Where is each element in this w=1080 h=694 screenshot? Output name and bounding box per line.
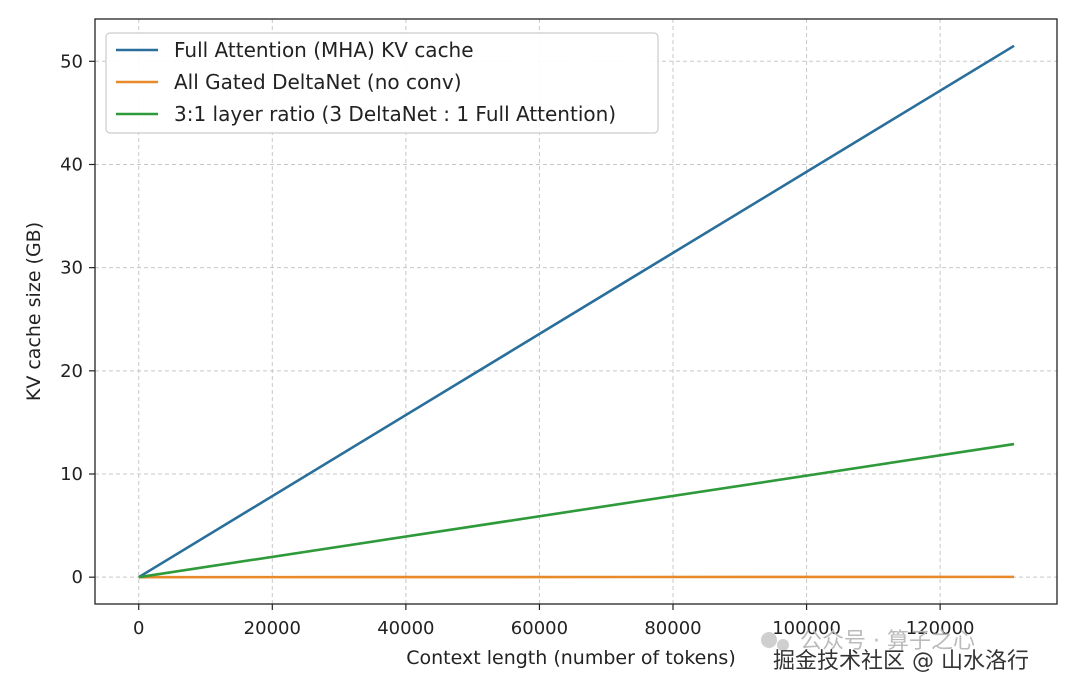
legend-entry-layer-ratio: 3:1 layer ratio (3 DeltaNet : 1 Full Att… (174, 102, 616, 126)
watermark-faint-text: 公众号 · 算子之心 (800, 629, 975, 654)
watermark: 公众号 · 算子之心 掘金技术社区 @ 山水洛行 (761, 629, 1029, 674)
x-tick-label: 20000 (244, 618, 301, 639)
x-tick-label: 100000 (772, 618, 841, 639)
legend-entry-gated-deltanet: All Gated DeltaNet (no conv) (174, 70, 462, 94)
series-line-2 (138, 442, 1015, 579)
y-tick-label: 20 (60, 361, 83, 382)
legend-entry-full-attention: Full Attention (MHA) KV cache (174, 38, 474, 62)
legend: Full Attention (MHA) KV cache All Gated … (105, 32, 659, 134)
watermark-text: 掘金技术社区 @ 山水洛行 (773, 649, 1029, 674)
y-tick-label: 10 (60, 464, 83, 485)
x-tick-label: 60000 (511, 618, 568, 639)
wechat-icon (761, 632, 777, 648)
legend-box (105, 32, 659, 134)
y-tick-label: 50 (60, 51, 83, 72)
series-line-0 (138, 44, 1015, 579)
x-tick-label: 0 (133, 618, 144, 639)
y-tick-label: 30 (60, 258, 83, 279)
x-tick-label: 80000 (644, 618, 701, 639)
y-tick-label: 40 (60, 154, 83, 175)
y-tick-label: 0 (72, 567, 83, 588)
axis-ticks: 0 20000 40000 60000 80000 100000 120000 0 10 20 30… (60, 51, 974, 639)
x-tick-label: 120000 (906, 618, 975, 639)
y-axis-label: KV cache size (GB) (23, 222, 45, 401)
x-tick-label: 40000 (377, 618, 434, 639)
plot-frame (94, 18, 1058, 605)
wechat-icon-small (777, 639, 789, 651)
x-axis-label: Context length (number of tokens) (406, 647, 735, 669)
series-lines (138, 44, 1015, 579)
